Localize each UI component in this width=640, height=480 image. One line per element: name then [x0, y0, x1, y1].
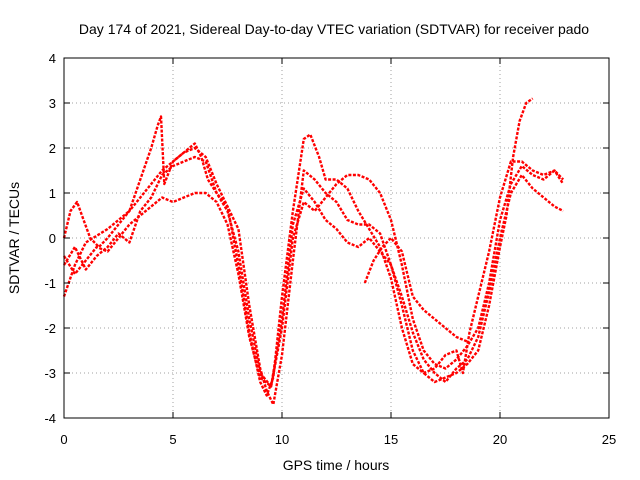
chart-title: Day 174 of 2021, Sidereal Day-to-day VTE…	[79, 21, 589, 37]
y-axis-label: SDTVAR / TECUs	[6, 182, 22, 294]
x-tick-labels: 0 5 10 15 20 25	[60, 432, 616, 447]
x-tick-label: 15	[384, 432, 398, 447]
series-trace-4	[62, 164, 565, 388]
grid-lines	[64, 58, 609, 418]
y-tick-label: 0	[49, 231, 56, 246]
y-tick-label: 4	[49, 51, 56, 66]
x-axis-label: GPS time / hours	[283, 457, 390, 473]
x-tick-label: 25	[602, 432, 616, 447]
series-trace-3	[62, 155, 564, 388]
y-tick-label: -4	[44, 411, 56, 426]
y-tick-label: -2	[44, 321, 56, 336]
data-series	[62, 97, 565, 406]
y-tick-label: -3	[44, 366, 56, 381]
y-tick-labels: -4 -3 -2 -1 0 1 2 3 4	[44, 51, 56, 426]
y-tick-label: 2	[49, 141, 56, 156]
x-tick-label: 10	[275, 432, 289, 447]
x-tick-label: 5	[169, 432, 176, 447]
y-tick-label: 1	[49, 186, 56, 201]
x-tick-label: 20	[493, 432, 507, 447]
series-trace-1	[62, 115, 565, 397]
y-tick-label: 3	[49, 96, 56, 111]
x-tick-label: 0	[60, 432, 67, 447]
y-tick-label: -1	[44, 276, 56, 291]
axis-ticks	[63, 57, 610, 419]
series-trace-5	[363, 236, 468, 343]
series-trace-2	[62, 97, 534, 406]
